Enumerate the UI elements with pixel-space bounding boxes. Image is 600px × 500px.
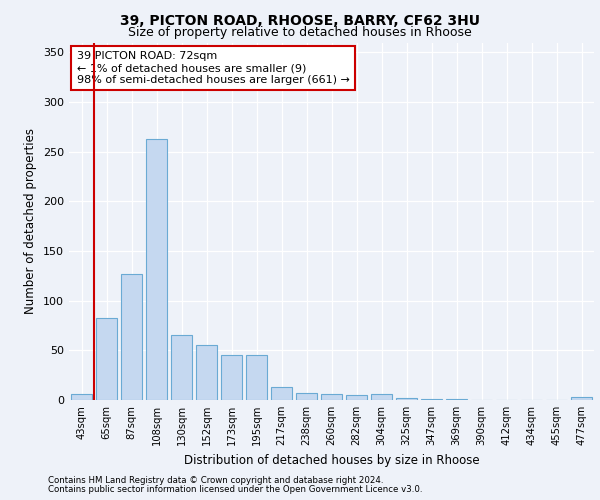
Bar: [446, 399, 467, 400]
Bar: [196, 346, 217, 400]
Bar: [321, 394, 342, 400]
Text: 39 PICTON ROAD: 72sqm
← 1% of detached houses are smaller (9)
98% of semi-detach: 39 PICTON ROAD: 72sqm ← 1% of detached h…: [77, 52, 350, 84]
Bar: [571, 397, 592, 400]
Bar: [346, 395, 367, 400]
Text: 39, PICTON ROAD, RHOOSE, BARRY, CF62 3HU: 39, PICTON ROAD, RHOOSE, BARRY, CF62 3HU: [120, 14, 480, 28]
Bar: [296, 393, 317, 400]
Bar: [221, 356, 242, 400]
Bar: [121, 274, 142, 400]
Y-axis label: Number of detached properties: Number of detached properties: [25, 128, 37, 314]
Text: Contains HM Land Registry data © Crown copyright and database right 2024.: Contains HM Land Registry data © Crown c…: [48, 476, 383, 485]
Bar: [371, 394, 392, 400]
Bar: [271, 387, 292, 400]
Bar: [421, 399, 442, 400]
Bar: [146, 139, 167, 400]
Text: Size of property relative to detached houses in Rhoose: Size of property relative to detached ho…: [128, 26, 472, 39]
Bar: [246, 356, 267, 400]
X-axis label: Distribution of detached houses by size in Rhoose: Distribution of detached houses by size …: [184, 454, 479, 466]
Bar: [71, 394, 92, 400]
Bar: [96, 318, 117, 400]
Bar: [171, 336, 192, 400]
Bar: [396, 398, 417, 400]
Text: Contains public sector information licensed under the Open Government Licence v3: Contains public sector information licen…: [48, 485, 422, 494]
